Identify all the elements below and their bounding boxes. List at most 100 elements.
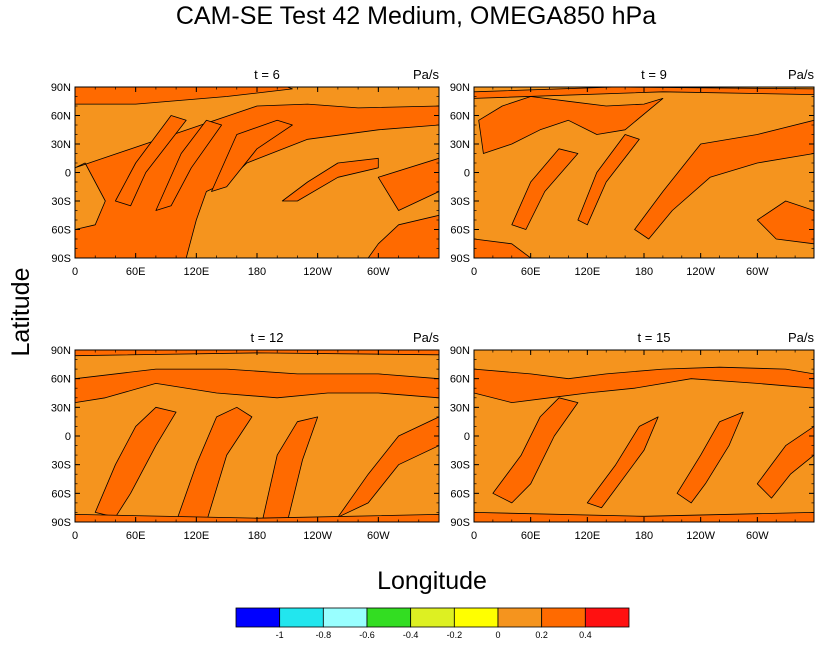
x-tick-label: 120W [686,266,715,278]
y-tick-label: 0 [65,431,71,443]
y-tick-label: 30N [450,139,470,151]
x-tick-label: 0 [72,266,78,278]
contour-band [377,157,439,211]
contour-fill [75,350,439,522]
x-tick-label: 180 [248,266,266,278]
colorbar-label: -0.4 [403,630,419,640]
contour-band [115,115,187,207]
contour-band [211,119,293,192]
x-tick-label: 180 [248,530,266,542]
contour-band [634,119,814,240]
contour-band [756,200,814,245]
panel-units: Pa/s [413,330,440,345]
y-tick-label: 90N [51,82,71,94]
y-axis-label: Latitude [7,268,35,357]
contour-band [478,96,664,154]
x-tick-label: 60W [367,266,390,278]
y-tick-label: 30S [51,460,71,472]
panel-units: Pa/s [788,330,815,345]
y-tick-label: 60N [51,111,71,123]
contour-band [586,416,659,509]
contour-band [281,157,379,202]
x-tick-label: 120E [574,530,600,542]
x-tick-label: 180 [635,266,653,278]
colorbar-swatch [541,607,586,628]
y-tick-label: 90N [450,82,470,94]
x-tick-label: 60E [521,530,541,542]
y-tick-label: 90N [450,345,470,357]
contour-band [492,397,579,504]
y-tick-label: 30S [51,196,71,208]
y-tick-label: 30N [450,402,470,414]
x-tick-label: 120E [574,266,600,278]
x-tick-label: 180 [635,530,653,542]
y-tick-label: 30S [450,196,470,208]
contour-band [511,148,579,230]
x-tick-label: 120W [303,530,332,542]
y-tick-label: 90S [450,253,470,265]
colorbar-swatch [410,607,455,628]
colorbar-label: -0.8 [316,630,332,640]
x-tick-label: 120E [183,530,209,542]
contour-fill [75,87,439,258]
colorbar-label: -1 [276,630,284,640]
y-tick-label: 0 [65,168,71,180]
y-tick-label: 90N [51,345,71,357]
x-axis-label: Longitude [377,567,487,595]
panel-units: Pa/s [788,67,815,82]
y-tick-label: 90S [51,517,71,529]
contour-fill [474,87,814,258]
contour-band [367,214,439,258]
contour-band [75,368,439,404]
colorbar-swatch [497,607,543,628]
colorbar-swatch [453,607,499,628]
colorbar-label: -0.2 [447,630,463,640]
y-tick-label: 60S [51,225,71,237]
contour-band [474,238,532,258]
figure-title: CAM-SE Test 42 Medium, OMEGA850 hPa [176,2,656,30]
panel-title: t = 6 [254,67,280,82]
y-tick-label: 60S [450,488,470,500]
contour-band [261,416,319,522]
colorbar-label: 0 [495,630,500,640]
x-tick-label: 120E [183,266,209,278]
panel-title: t = 15 [638,330,671,345]
y-tick-label: 30N [51,139,71,151]
contour-band [577,134,640,226]
x-tick-label: 60W [367,530,390,542]
y-tick-label: 0 [464,168,470,180]
x-tick-label: 0 [72,530,78,542]
x-tick-label: 60E [126,530,146,542]
colorbar-swatch [366,607,412,628]
x-tick-label: 60E [126,266,146,278]
y-tick-label: 0 [464,431,470,443]
y-tick-label: 30N [51,402,71,414]
y-tick-label: 60S [51,488,71,500]
contour-band [94,406,177,518]
colorbar-label: 0.2 [535,630,548,640]
colorbar-label: -0.6 [359,630,375,640]
panel-title: t = 9 [641,67,667,82]
x-tick-label: 60W [746,530,769,542]
colorbar: -1 -0.8 -0.6 -0.4 -0.2 0 0.2 0.4 [235,607,630,640]
contour-band [474,87,814,99]
y-tick-label: 60N [51,374,71,386]
colorbar-swatch [322,607,368,628]
colorbar-swatch [235,607,281,628]
contour-band [676,411,744,504]
colorbar-swatch [279,607,324,628]
contour-fill [474,366,814,522]
y-tick-label: 90S [450,517,470,529]
x-tick-label: 120W [686,530,715,542]
contour-band [155,119,223,211]
y-tick-label: 60S [450,225,470,237]
x-tick-label: 0 [471,530,477,542]
contour-band [756,425,814,499]
panel-title: t = 12 [251,330,284,345]
